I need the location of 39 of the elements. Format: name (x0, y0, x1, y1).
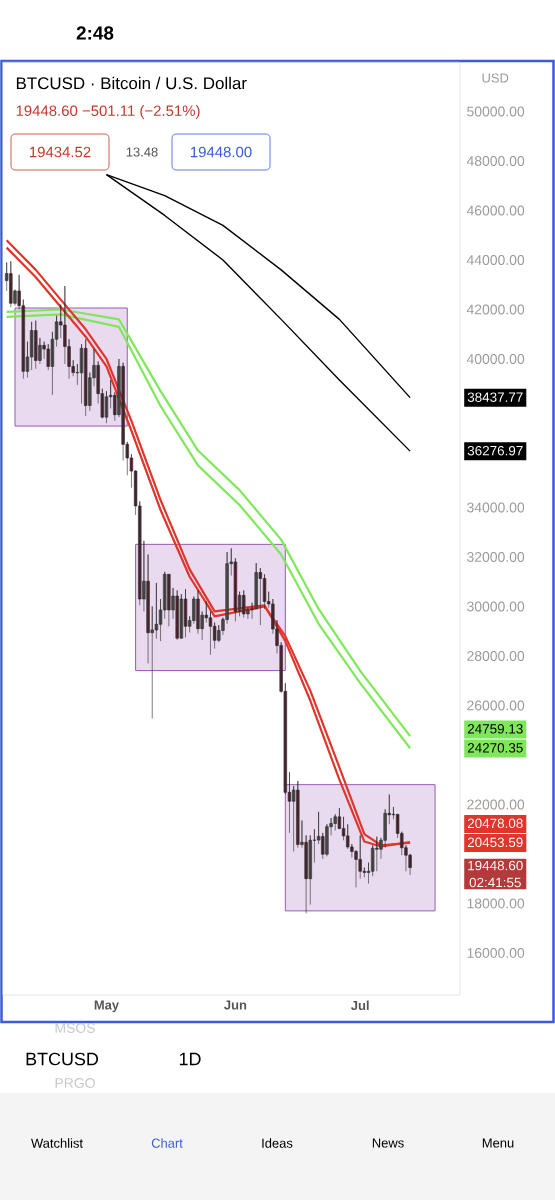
text: 38437.77 (467, 392, 523, 402)
y-tick-label: 44000.00 (466, 255, 525, 265)
text: 20478.08 (467, 818, 523, 829)
y-tick-label: 40000.00 (466, 354, 525, 364)
text: Ideas (262, 1138, 293, 1148)
x-tick-label: Jun (224, 1000, 247, 1010)
text: 20453.59 (467, 837, 523, 848)
y-tick-label: 42000.00 (466, 304, 525, 315)
x-tick-label: May (94, 1000, 120, 1013)
y-tick-label: 30000.00 (467, 601, 525, 612)
text: 36276.97 (467, 445, 523, 456)
y-tick-label: 26000.00 (467, 700, 525, 711)
annotation: 19434.52 (29, 146, 91, 158)
text: 02:41:55 (469, 877, 521, 888)
y-tick-label: 28000.00 (467, 651, 525, 661)
y-tick-label: 16000.00 (467, 947, 525, 958)
y-axis-title: USD (482, 73, 509, 83)
y-tick-label: 50000.00 (467, 106, 525, 117)
text: 19448.60 (468, 860, 523, 871)
text: 19448.60 −501.11 (−2.51%) (16, 105, 200, 119)
text: News (372, 1138, 404, 1148)
text: 1D (179, 1052, 201, 1066)
text: BTCUSD (26, 1052, 99, 1066)
x-tick-label: Jul (351, 1000, 369, 1011)
text: 2:48 (76, 26, 114, 40)
text: Chart (151, 1138, 183, 1148)
text: Watchlist (31, 1138, 83, 1148)
text: 24270.35 (467, 743, 523, 753)
y-tick-label: 46000.00 (466, 205, 525, 216)
y-tick-label: 22000.00 (467, 799, 525, 810)
annotation: 19448.00 (190, 146, 252, 158)
annotation: 13.48 (126, 147, 158, 157)
y-tick-label: 34000.00 (467, 502, 525, 513)
y-tick-label: 32000.00 (467, 552, 525, 562)
text: BTCUSD · Bitcoin / U.S. Dollar (16, 76, 247, 90)
text: 24759.13 (467, 724, 523, 734)
y-tick-label: 48000.00 (466, 156, 525, 166)
text: Menu (482, 1138, 514, 1148)
y-tick-label: 18000.00 (467, 898, 525, 909)
